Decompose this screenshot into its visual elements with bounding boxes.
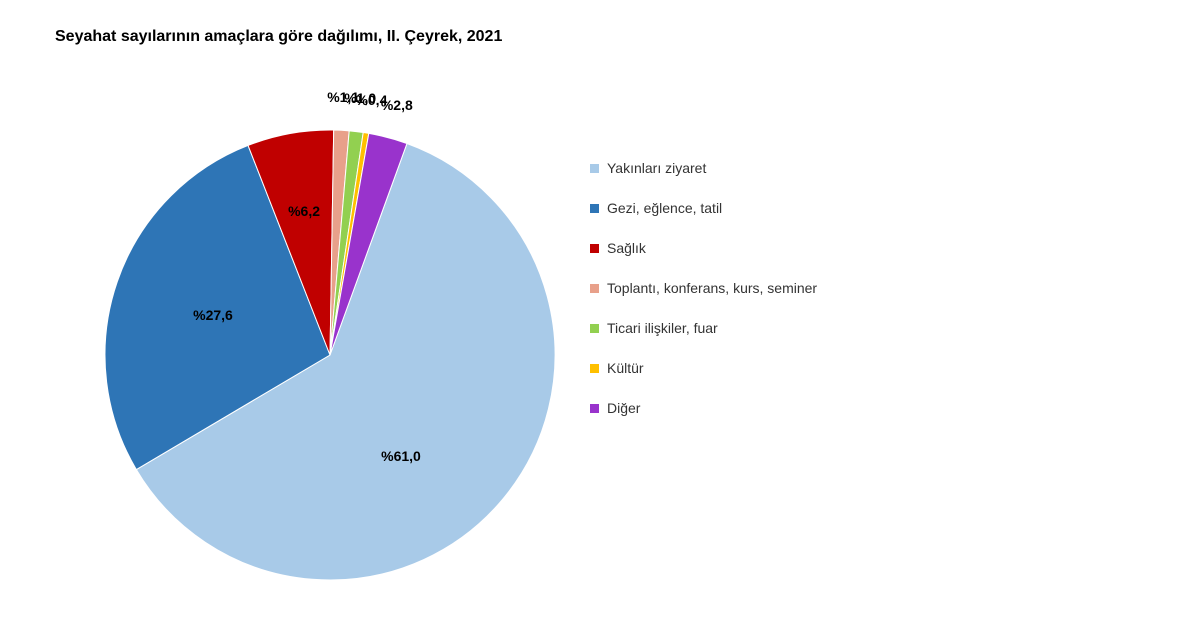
page: Seyahat sayılarının amaçlara göre dağılı… [0,0,1200,631]
legend-item: Diğer [590,400,817,416]
legend-swatch [590,244,599,253]
legend-label: Diğer [607,400,640,416]
legend-swatch [590,204,599,213]
legend-label: Yakınları ziyaret [607,160,706,176]
legend-item: Toplantı, konferans, kurs, seminer [590,280,817,296]
legend-label: Kültür [607,360,644,376]
legend-item: Sağlık [590,240,817,256]
legend-item: Yakınları ziyaret [590,160,817,176]
legend-item: Ticari ilişkiler, fuar [590,320,817,336]
pie-chart: %61,0%27,6%6,2%1,1%1,0%0,4%2,8 [80,80,580,580]
legend-swatch [590,324,599,333]
legend-label: Ticari ilişkiler, fuar [607,320,718,336]
legend: Yakınları ziyaret Gezi, eğlence, tatil Sağ… [590,160,817,440]
legend-swatch [590,404,599,413]
legend-swatch [590,164,599,173]
legend-item: Gezi, eğlence, tatil [590,200,817,216]
legend-swatch [590,364,599,373]
legend-label: Gezi, eğlence, tatil [607,200,722,216]
pie-svg [80,80,580,580]
legend-label: Sağlık [607,240,646,256]
legend-item: Kültür [590,360,817,376]
chart-title: Seyahat sayılarının amaçlara göre dağılı… [55,28,502,46]
legend-swatch [590,284,599,293]
legend-label: Toplantı, konferans, kurs, seminer [607,280,817,296]
